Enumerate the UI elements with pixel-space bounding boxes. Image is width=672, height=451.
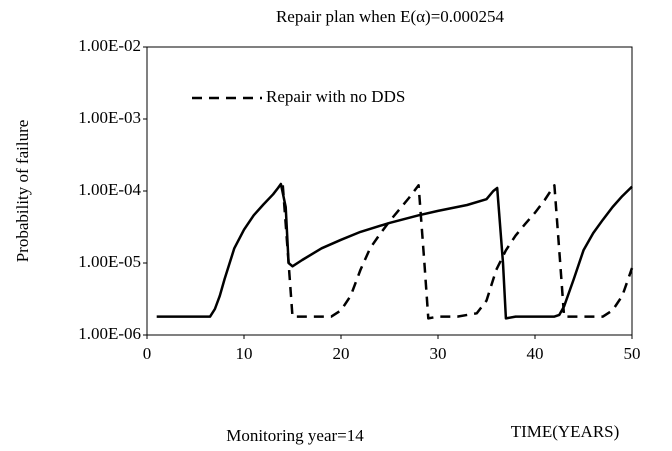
x-tick-label: 0 bbox=[143, 344, 152, 363]
x-tick-label: 10 bbox=[236, 344, 253, 363]
y-tick-label: 1.00E-04 bbox=[78, 180, 141, 199]
annotation: Monitoring year=14 bbox=[226, 426, 364, 445]
x-axis-label: TIME(YEARS) bbox=[511, 422, 620, 441]
y-tick-label: 1.00E-06 bbox=[78, 324, 141, 343]
x-tick-label: 50 bbox=[624, 344, 641, 363]
x-tick-label: 30 bbox=[430, 344, 447, 363]
y-axis-label: Probability of failure bbox=[13, 120, 32, 263]
x-tick-label: 40 bbox=[527, 344, 544, 363]
chart-title: Repair plan when E(α)=0.000254 bbox=[276, 7, 505, 26]
y-tick-label: 1.00E-05 bbox=[78, 252, 141, 271]
legend-label: Repair with no DDS bbox=[266, 87, 405, 106]
y-tick-label: 1.00E-03 bbox=[78, 108, 141, 127]
series-line bbox=[156, 182, 633, 320]
x-tick-label: 20 bbox=[333, 344, 350, 363]
y-tick-label: 1.00E-02 bbox=[78, 36, 141, 55]
series-line bbox=[281, 184, 634, 320]
